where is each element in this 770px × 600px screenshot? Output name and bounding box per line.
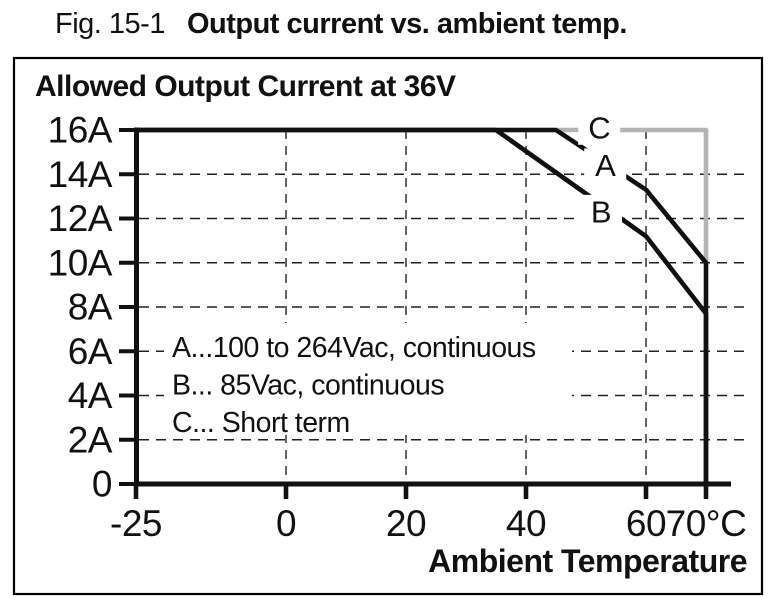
- y-tick-label: 6A: [68, 331, 113, 372]
- x-axis-title: Ambient Temperature: [428, 543, 747, 579]
- series-A-line: [136, 127, 709, 484]
- curve-label-halo-C: [578, 110, 621, 145]
- chart-border: [12, 56, 764, 596]
- y-tick-label: 8A: [68, 287, 113, 328]
- legend-entry-2: C... Short term: [172, 407, 350, 439]
- y-tick-label: 4A: [68, 375, 113, 416]
- y-tick-label: 14A: [48, 154, 113, 195]
- x-tick-label: -25: [110, 503, 162, 544]
- legend-entry-0: A...100 to 264Vac, continuous: [172, 332, 536, 364]
- figure-number: Fig. 15-1: [55, 8, 165, 40]
- y-tick-label: 10A: [48, 242, 113, 283]
- chart-title: Allowed Output Current at 36V: [35, 70, 456, 103]
- curve-label-halo-B: [580, 194, 622, 229]
- curve-label-halo-A: [584, 148, 627, 183]
- x-tick-label: 70°C: [666, 503, 747, 544]
- y-tick-label: 0: [92, 464, 112, 505]
- curve-label-A: A: [595, 148, 616, 183]
- figure-caption: Fig. 15-1 Output current vs. ambient temp…: [55, 8, 627, 41]
- figure-title: Output current vs. ambient temp.: [186, 8, 628, 40]
- y-tick-label: 16A: [48, 110, 113, 151]
- x-tick-label: 60: [626, 503, 666, 544]
- y-tick-label: 12A: [48, 198, 113, 239]
- curve-label-B: B: [591, 194, 611, 229]
- legend-entry-1: B... 85Vac, continuous: [172, 370, 444, 402]
- x-tick-label: 20: [386, 503, 426, 544]
- curve-label-C: C: [588, 110, 610, 145]
- x-tick-label: 40: [506, 503, 546, 544]
- legend-background: [164, 323, 572, 435]
- x-tick-label: 0: [276, 503, 296, 544]
- y-tick-label: 2A: [68, 419, 113, 460]
